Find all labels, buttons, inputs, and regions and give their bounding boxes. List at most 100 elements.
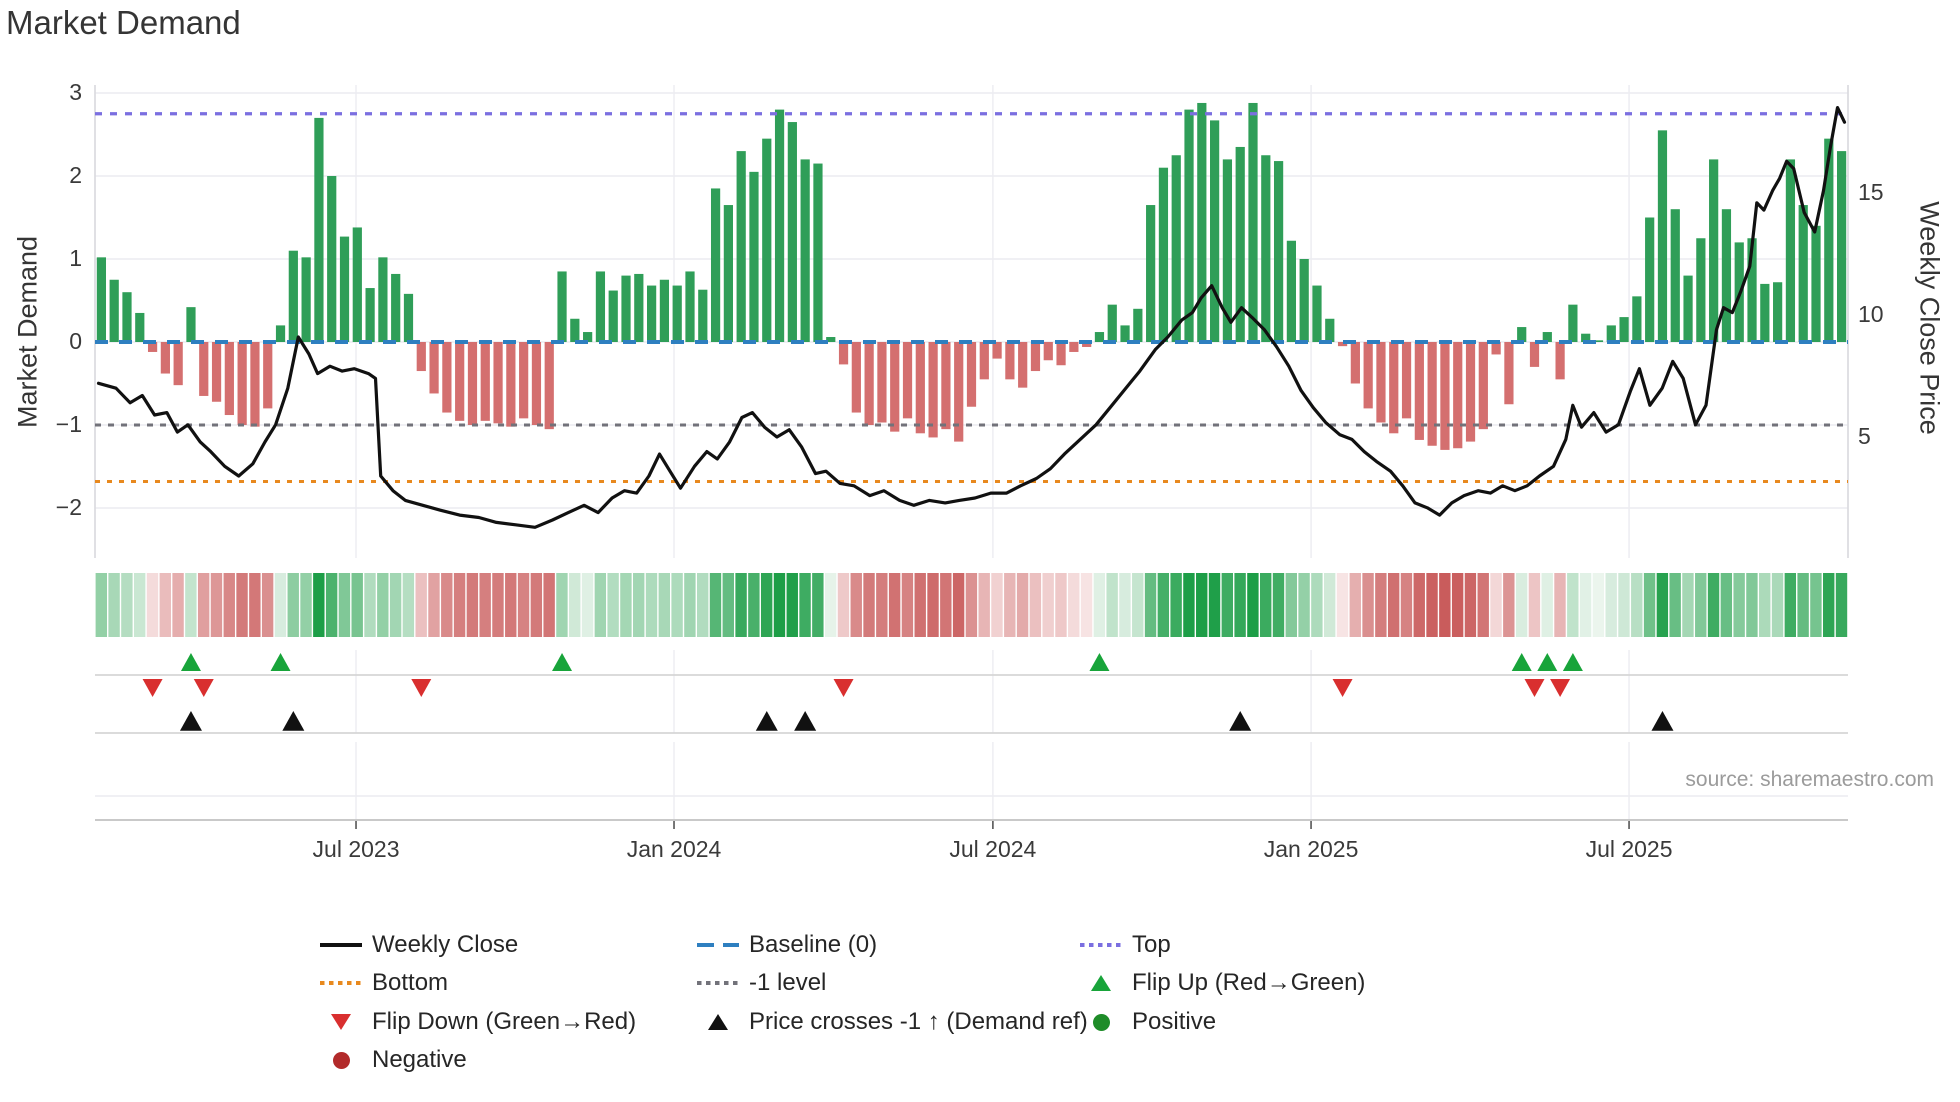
- legend-item-price-crosses: Price crosses -1 ↑ (Demand ref): [695, 1007, 1088, 1037]
- demand-bar-positive: [1171, 155, 1181, 342]
- demand-bar-positive: [1133, 308, 1143, 342]
- demand-bar-positive: [1721, 209, 1732, 342]
- heatmap-cell: [389, 573, 402, 637]
- heatmap-cell: [492, 573, 504, 637]
- x-tick-label: Jul 2023: [312, 836, 400, 862]
- legend-item-weekly-close: Weekly Close: [318, 930, 518, 960]
- heatmap-cell: [991, 573, 1003, 637]
- legend-item-label: Bottom: [372, 969, 449, 996]
- heatmap-cell: [978, 573, 990, 637]
- legend-item-label: -1 level: [749, 969, 827, 996]
- heatmap-cell: [1515, 573, 1528, 637]
- demand-bar-negative: [480, 342, 490, 421]
- demand-bar-positive: [314, 117, 324, 343]
- demand-bar-negative: [851, 342, 861, 413]
- heatmap-cell: [1362, 573, 1374, 637]
- demand-bar-positive: [1785, 159, 1796, 342]
- heatmap-cell: [1375, 573, 1387, 637]
- demand-bar-positive: [595, 271, 606, 342]
- legend-item-label: Top: [1132, 931, 1171, 958]
- demand-bar-negative: [147, 342, 158, 352]
- legend-item-baseline: Baseline (0): [695, 930, 877, 960]
- demand-bar-positive: [122, 292, 132, 342]
- demand-bar-positive: [186, 307, 196, 342]
- demand-bar-negative: [211, 342, 222, 402]
- price-cross-marker: [282, 711, 305, 731]
- heatmap-cell: [1132, 573, 1144, 637]
- heatmap-cell: [1707, 573, 1720, 637]
- heatmap-cell: [1464, 573, 1477, 637]
- legend-item-label: Positive: [1132, 1008, 1217, 1035]
- demand-bar-positive: [109, 279, 119, 342]
- heatmap-cell: [1605, 573, 1617, 637]
- price-cross-triangle-icon: [695, 1014, 741, 1030]
- price-cross-marker: [1651, 711, 1674, 731]
- heatmap-cell: [1695, 573, 1707, 637]
- heatmap-cell: [760, 573, 773, 637]
- heatmap-cell: [1042, 573, 1054, 637]
- demand-bar-negative: [1376, 342, 1386, 423]
- demand-bar-negative: [263, 342, 273, 409]
- demand-bar-positive: [275, 325, 286, 342]
- demand-bar-positive: [1120, 325, 1130, 342]
- demand-bar-positive: [710, 188, 721, 342]
- y-left-tick-label: 1: [69, 245, 82, 271]
- heatmap-cell: [1387, 573, 1400, 637]
- demand-bar-negative: [544, 342, 554, 430]
- demand-bar-positive: [1657, 130, 1668, 342]
- x-tick-label: Jan 2024: [626, 836, 722, 862]
- demand-bar-positive: [736, 151, 746, 342]
- y-left-tick-label: 0: [69, 328, 82, 354]
- heatmap-cell: [543, 573, 555, 637]
- heatmap-cell: [837, 573, 850, 637]
- demand-bar-positive: [1517, 327, 1527, 342]
- heatmap-cell: [1810, 573, 1822, 637]
- heatmap-cell: [914, 573, 926, 637]
- legend-item-bottom: Bottom: [318, 968, 448, 998]
- flip-down-marker: [1332, 679, 1353, 697]
- heatmap-cell: [95, 573, 107, 637]
- flip-up-marker: [1562, 653, 1583, 671]
- demand-bar-positive: [1568, 304, 1578, 342]
- heatmap-cell: [325, 573, 338, 637]
- heatmap-cell: [1311, 573, 1323, 637]
- demand-bar-negative: [455, 342, 465, 421]
- flip-up-marker: [1511, 653, 1532, 671]
- heatmap-cell: [313, 573, 325, 637]
- demand-bar-positive: [378, 257, 388, 342]
- heatmap-cell: [1490, 573, 1502, 637]
- price-cross-marker: [179, 711, 202, 731]
- demand-bar-positive: [621, 275, 631, 342]
- heatmap-cell: [517, 573, 530, 637]
- heatmap-cell: [351, 573, 363, 637]
- demand-bar-positive: [1094, 332, 1105, 342]
- demand-bar-positive: [1146, 205, 1156, 342]
- y-right-tick-label: 15: [1858, 179, 1884, 205]
- demand-bar-negative: [160, 342, 170, 374]
- top-dotted-line-icon: [1078, 943, 1124, 947]
- heatmap-cell: [197, 573, 210, 637]
- y-axis-right-title: Weekly Close Price: [1914, 201, 1945, 435]
- heatmap-cell: [1592, 573, 1605, 637]
- demand-bar-positive: [1811, 225, 1821, 342]
- demand-bar-positive: [1632, 296, 1642, 342]
- demand-bar-positive: [1273, 161, 1284, 342]
- legend-item-top: Top: [1078, 930, 1171, 960]
- heatmap-cell: [1477, 573, 1489, 637]
- legend-item-label: Flip Up (Red→Green): [1132, 969, 1366, 996]
- heatmap-cell: [1541, 573, 1553, 637]
- heatmap-cell: [1823, 573, 1835, 637]
- demand-bar-negative: [1440, 342, 1450, 450]
- demand-bar-negative: [1491, 342, 1501, 355]
- heatmap-cell: [185, 573, 197, 637]
- demand-bar-negative: [1043, 342, 1053, 361]
- demand-bar-negative: [928, 342, 938, 438]
- demand-bar-negative: [877, 342, 887, 423]
- demand-bar-positive: [1286, 240, 1296, 342]
- demand-bar-negative: [864, 342, 874, 425]
- heatmap-cell: [249, 573, 261, 637]
- heatmap-cell: [466, 573, 479, 637]
- weekly-close-line: [96, 105, 1847, 529]
- demand-bar-negative: [1465, 342, 1476, 442]
- minus1-dotted-line-icon: [695, 981, 741, 985]
